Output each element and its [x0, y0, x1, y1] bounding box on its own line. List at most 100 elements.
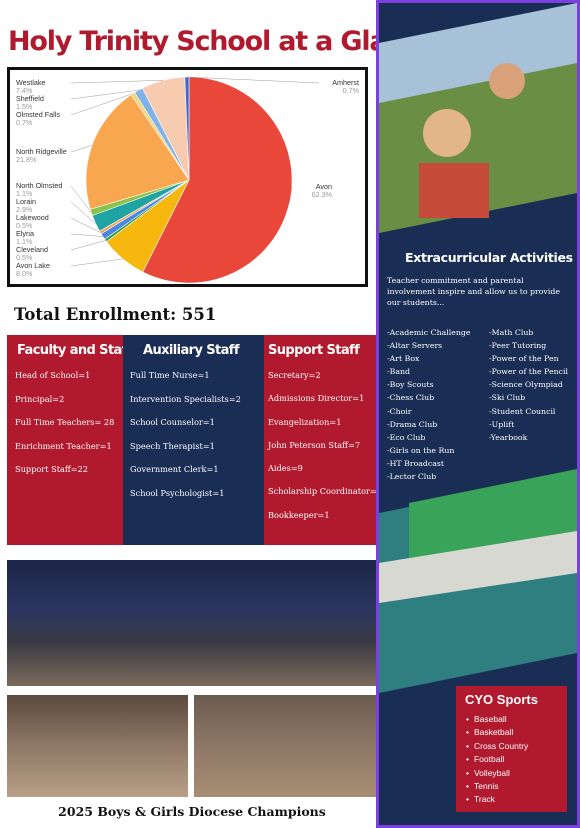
pie-label-value: 0.7%: [342, 86, 359, 95]
sport-item: Volleyball: [466, 767, 567, 780]
girls-basketball-photo: [194, 695, 376, 797]
extracurricular-heading: Extracurricular Activities: [405, 250, 573, 265]
support-item: Aides=9: [268, 463, 303, 474]
pie-leader-line: [70, 258, 123, 267]
sidebar: Extracurricular Activities Teacher commi…: [376, 0, 580, 828]
student-photo-face: [423, 109, 471, 157]
total-enrollment: Total Enrollment: 551: [14, 305, 217, 324]
support-item: Evangelization=1: [268, 416, 342, 427]
faculty-item: Full Time Teachers= 28: [15, 417, 115, 427]
cyo-sports-heading: CYO Sports: [465, 692, 538, 707]
activity-item: -Academic Challenge: [387, 328, 471, 337]
support-item: John Peterson Staff=7: [268, 439, 361, 450]
auxiliary-staff-heading: Auxiliary Staff: [143, 343, 240, 358]
pie-label-value: 62.3%: [311, 190, 332, 199]
support-staff-panel: Support Staff Secretary=2 Admissions Dir…: [264, 335, 383, 545]
sport-item: Football: [466, 753, 567, 766]
activity-item: -Uplift: [489, 419, 515, 429]
student-photo-face: [489, 63, 525, 99]
pie-label: Lakewood 0.5%: [16, 214, 49, 230]
boys-basketball-photo: [7, 695, 188, 797]
extracurricular-intro: Teacher commitment and parental involvem…: [387, 276, 560, 307]
pie-leader-line: [70, 93, 133, 116]
pie-leader-line: [70, 89, 139, 100]
support-item: Scholarship Coordinator=1: [268, 486, 383, 497]
enrollment-pie-chart: Avon 62.3% Avon Lake 8.0% Cleveland 0.5% Elyri…: [7, 67, 368, 287]
support-staff-heading: Support Staff: [268, 343, 360, 358]
pie-leader-line: [70, 217, 101, 233]
pie-leader-line: [70, 201, 96, 224]
pie-label: Sheffield 1.5%: [16, 95, 44, 111]
student-photo-sky: [379, 3, 577, 103]
faculty-item: Enrichment Teacher=1: [15, 440, 112, 451]
pie-leader-line: [186, 76, 320, 84]
pie-label: Avon Lake 8.0%: [16, 262, 50, 278]
activity-item: -Eco Club: [387, 432, 426, 442]
drama-cast-photo: [7, 560, 377, 686]
pie-label-name: Olmsted Falls: [16, 110, 60, 119]
sidebar-decoration: [379, 3, 577, 693]
pie-label-name: Sheffield: [16, 94, 44, 103]
faculty-item: Support Staff=22: [15, 464, 88, 474]
activity-item: -HT Broadcast: [387, 458, 445, 468]
pie-label: Olmsted Falls 0.7%: [16, 111, 60, 127]
pie-label: Westlake 7.4%: [16, 79, 45, 95]
pie-label-name: Avon Lake: [16, 261, 50, 270]
pie-label-name: Amherst: [332, 78, 359, 87]
activity-item: -Math Club: [489, 328, 534, 337]
pie-label-value: 21.8%: [16, 155, 37, 164]
auxiliary-item: Intervention Specialists=2: [130, 393, 241, 404]
pie-label-name: North Olmsted: [16, 181, 63, 190]
pie-label-name: North Ridgeville: [16, 147, 67, 156]
pie-leader-line: [70, 185, 92, 213]
activity-item: -Peer Tutoring: [489, 341, 547, 351]
pie-label-name: Lorain: [16, 197, 36, 206]
pie-leader-line: [70, 80, 164, 84]
pie-label: Amherst 0.7%: [332, 79, 359, 95]
pie-leader-line: [70, 240, 106, 251]
pie-label: Elyria 1.1%: [16, 230, 34, 246]
support-item: Admissions Director=1: [268, 393, 365, 404]
pie-label-value: 2.9%: [16, 205, 33, 214]
pie-label-name: Elyria: [16, 229, 34, 238]
sport-item: Cross Country: [466, 740, 567, 753]
team-photo-wall: [379, 531, 577, 603]
auxiliary-item: School Psychologist=1: [130, 487, 225, 498]
pie-slice-north-ridgeville: [85, 94, 190, 210]
activity-item: -Art Box: [387, 354, 420, 364]
activity-item: -Altar Servers: [387, 341, 443, 351]
activity-item: -Boy Scouts: [387, 380, 434, 390]
pie-label: Cleveland 0.5%: [16, 246, 48, 262]
sport-item: Basketball: [466, 726, 567, 739]
faculty-item: Head of School=1: [15, 370, 91, 380]
activity-item: -Ski Club: [489, 393, 526, 403]
pie-label-value: 1.1%: [16, 237, 33, 246]
student-photo-shirt: [419, 163, 489, 218]
activity-item: -Science Olympiad: [489, 380, 563, 390]
page-title: Holy Trinity School at a Glance: [8, 26, 438, 57]
sport-item: Track: [466, 793, 567, 806]
activity-item: -Student Council: [489, 406, 556, 416]
activity-item: -Yearbook: [489, 432, 528, 442]
pie-leader-line: [288, 186, 293, 204]
support-item: Bookkeeper=1: [268, 509, 330, 520]
sport-item: Baseball: [466, 713, 567, 726]
auxiliary-item: Government Clerk=1: [130, 464, 219, 474]
activities-list-right: -Math Club -Peer Tutoring -Power of the …: [489, 326, 568, 444]
auxiliary-item: School Counselor=1: [130, 417, 215, 427]
faculty-staff-panel: Faculty and Staff Head of School=1 Princ…: [7, 335, 132, 545]
pie-label-value: 0.7%: [16, 118, 33, 127]
pie-leader-line: [70, 233, 103, 237]
activity-item: -Choir: [387, 406, 412, 416]
pie-label-value: 0.5%: [16, 221, 33, 230]
faculty-item: Principal=2: [15, 393, 65, 404]
auxiliary-item: Speech Therapist=1: [130, 440, 215, 451]
auxiliary-item: Full Time Nurse=1: [130, 370, 210, 380]
pie-label-value: 7.4%: [16, 86, 33, 95]
pie-label-name: Avon: [315, 182, 332, 191]
pie-label-name: Westlake: [16, 78, 46, 87]
sport-item: Tennis: [466, 780, 567, 793]
champions-caption: 2025 Boys & Girls Diocese Champions: [58, 804, 326, 819]
activity-item: -Power of the Pen: [489, 354, 559, 364]
pie-svg: [70, 76, 320, 284]
